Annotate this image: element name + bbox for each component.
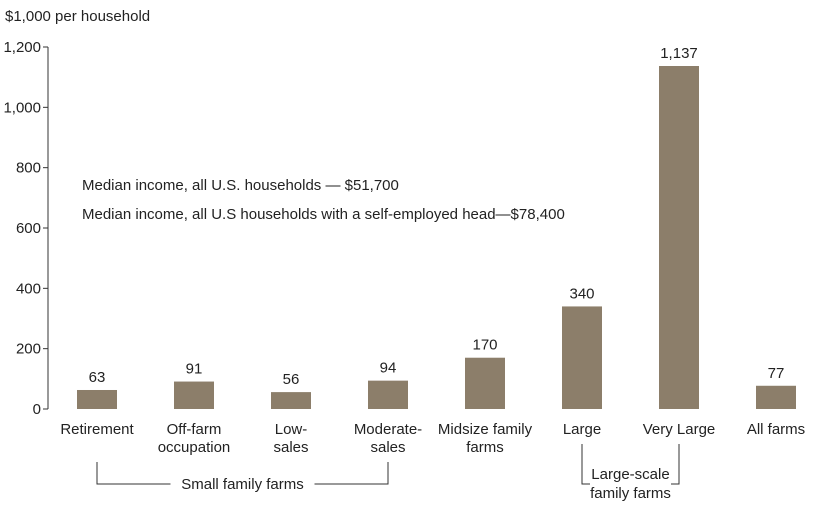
group-label: Large-scale bbox=[591, 466, 669, 483]
category-label: Very Large bbox=[643, 421, 716, 438]
y-tick-label: 1,000 bbox=[3, 99, 41, 116]
bar bbox=[77, 389, 117, 409]
value-label: 94 bbox=[380, 360, 397, 377]
annotations: Median income, all U.S. households — $51… bbox=[82, 177, 565, 223]
bar bbox=[174, 381, 214, 409]
bar bbox=[465, 357, 505, 409]
y-tick-label: 1,200 bbox=[3, 39, 41, 56]
y-tick-label: 0 bbox=[33, 401, 41, 418]
category-label: sales bbox=[273, 439, 308, 456]
category-label: All farms bbox=[747, 421, 805, 438]
y-tick-label: 600 bbox=[16, 220, 41, 237]
category-label: Midsize family bbox=[438, 421, 533, 438]
y-tick-label: 800 bbox=[16, 160, 41, 177]
annotation-text: Median income, all U.S. households — $51… bbox=[82, 177, 399, 194]
category-label: Low- bbox=[275, 421, 308, 438]
value-label: 63 bbox=[89, 369, 106, 386]
value-label: 56 bbox=[283, 371, 300, 388]
bar bbox=[368, 380, 408, 409]
value-label: 77 bbox=[768, 365, 785, 382]
bar bbox=[756, 385, 796, 409]
category-label: occupation bbox=[158, 439, 231, 456]
category-label: sales bbox=[370, 439, 405, 456]
annotation-text: Median income, all U.S households with a… bbox=[82, 206, 565, 223]
bar bbox=[271, 392, 311, 409]
y-axis: 0 200 400 600 800 1,000 1,200 bbox=[3, 39, 49, 418]
value-label: 1,137 bbox=[660, 45, 698, 62]
value-label: 340 bbox=[569, 285, 594, 302]
category-groups: Small family farms Large-scale family farm… bbox=[96, 444, 680, 502]
y-tick-label: 200 bbox=[16, 341, 41, 358]
y-axis-label: $1,000 per household bbox=[5, 8, 150, 25]
y-tick-label: 400 bbox=[16, 280, 41, 297]
category-label: Moderate- bbox=[354, 421, 422, 438]
category-label: Retirement bbox=[60, 421, 134, 438]
value-label: 170 bbox=[472, 337, 497, 354]
bar bbox=[659, 66, 699, 409]
category-label: farms bbox=[466, 439, 504, 456]
group-bracket bbox=[581, 444, 680, 485]
group-label: Small family farms bbox=[181, 476, 304, 493]
category-label: Large bbox=[563, 421, 601, 438]
value-label: 91 bbox=[186, 361, 203, 378]
group-label: family farms bbox=[590, 485, 671, 502]
category-label: Off-farm bbox=[167, 421, 222, 438]
group-bracket bbox=[96, 462, 389, 485]
bar bbox=[562, 306, 602, 409]
